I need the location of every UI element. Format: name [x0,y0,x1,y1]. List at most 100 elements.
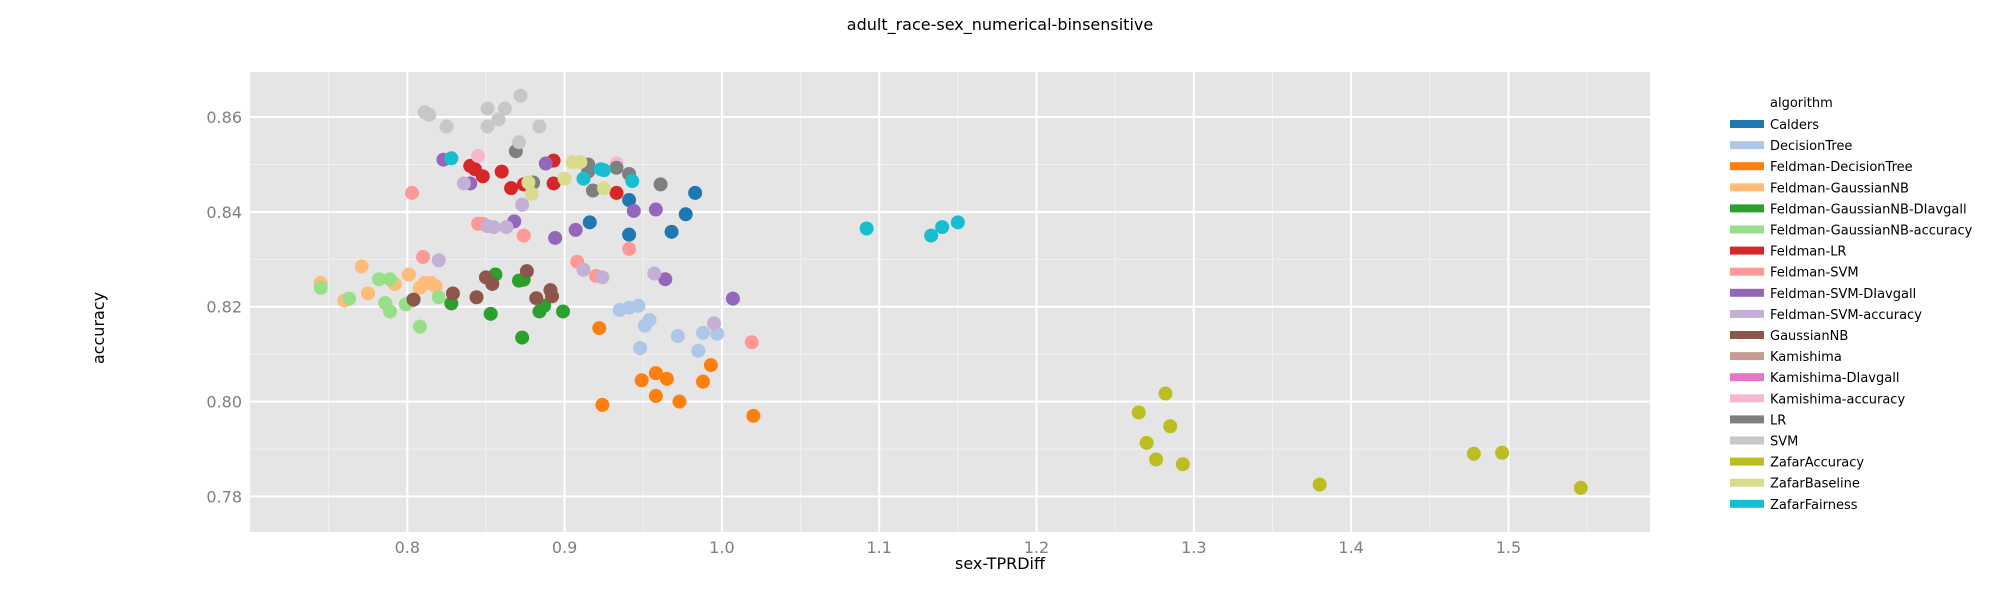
data-point [416,249,431,264]
data-point [557,171,572,186]
data-point [670,329,685,344]
x-tick-label: 1.3 [1181,538,1206,557]
y-axis-title: accuracy [89,292,108,364]
data-point [371,272,386,287]
data-point [412,319,427,334]
data-point [516,228,531,243]
data-points [313,88,1588,495]
data-point [859,221,874,236]
legend-label: Kamishima-DIavgall [1770,371,1899,386]
legend-label: SVM [1770,435,1798,450]
data-point [491,112,506,127]
legend-label: Feldman-GaussianNB [1770,181,1909,196]
data-point [475,169,490,184]
legend-swatch [1730,436,1764,445]
legend-swatch [1730,457,1764,466]
data-point [406,292,421,307]
legend-label: Feldman-SVM [1770,266,1859,281]
data-point [924,228,939,243]
data-point [471,148,486,163]
data-point [744,335,759,350]
data-point [595,270,610,285]
chart-title: adult_race-sex_numerical-binsensitive [847,15,1153,35]
data-point [609,185,624,200]
data-point [585,183,600,198]
legend-label: ZafarAccuracy [1770,456,1864,471]
data-point [499,220,514,235]
data-point [609,160,624,175]
data-point [582,215,597,230]
x-tick-label: 1.0 [709,538,734,557]
data-point [1573,480,1588,495]
data-point [950,215,965,230]
data-point [513,88,528,103]
x-tick-label: 1.1 [866,538,891,557]
data-point [633,341,648,355]
data-point [519,264,534,279]
data-point [1149,452,1164,467]
x-axis-title: sex-TPRDiff [955,554,1046,573]
y-tick-label: 0.86 [206,108,242,127]
data-point [725,291,740,306]
data-point [631,298,646,313]
data-point [576,262,591,277]
x-tick-label: 1.4 [1338,538,1363,557]
legend-label: Feldman-SVM-accuracy [1770,308,1922,323]
data-point [595,397,610,412]
legend-label: DecisionTree [1770,139,1852,154]
legend-swatch [1730,141,1764,150]
data-point [1131,405,1146,420]
data-point [360,286,375,301]
legend-swatch [1730,478,1764,487]
data-point [678,207,693,222]
data-point [622,193,637,208]
y-tick-label: 0.84 [206,203,242,222]
legend-swatch [1730,352,1764,361]
legend-title: algorithm [1770,96,1833,111]
legend-label: ZafarBaseline [1770,477,1860,492]
data-point [511,135,526,150]
legend-label: LR [1770,413,1786,428]
data-point [494,164,509,179]
data-point [653,177,668,192]
legend-swatch [1730,373,1764,382]
data-point [354,259,369,274]
data-point [532,119,547,134]
data-point [445,286,460,301]
legend-swatch [1730,394,1764,403]
x-axis-ticks: 0.8 0.9 1.0 1.1 1.2 1.3 1.4 1.5 [395,538,1522,557]
data-point [1312,477,1327,492]
legend-swatch [1730,499,1764,508]
legend-label: Calders [1770,118,1819,133]
legend-label: Feldman-GaussianNB-DIavgall [1770,202,1967,217]
data-point [480,119,495,134]
data-point [545,289,560,304]
x-tick-label: 1.5 [1496,538,1521,557]
legend-swatch [1730,204,1764,213]
data-point [573,155,588,170]
data-point [576,171,591,186]
data-point [658,272,673,287]
data-point [342,291,357,306]
data-point [672,394,687,409]
data-point [596,163,611,178]
legend-swatch [1730,288,1764,297]
data-point [1466,446,1481,461]
legend-label: Feldman-GaussianNB-accuracy [1770,224,1973,239]
data-point [383,304,397,319]
x-tick-label: 1.2 [1024,538,1049,557]
data-point [1495,445,1510,460]
legend-label: Feldman-SVM-DIavgall [1770,287,1916,302]
data-point [1163,419,1178,434]
data-point [313,280,328,295]
legend-swatch [1730,331,1764,339]
data-point [596,181,611,196]
legend-swatch [1730,225,1764,234]
data-point [444,151,459,166]
data-point [659,371,674,386]
legend-label: Kamishima-accuracy [1770,392,1905,407]
data-point [383,272,397,287]
data-point [504,181,519,196]
data-point [1158,386,1173,401]
